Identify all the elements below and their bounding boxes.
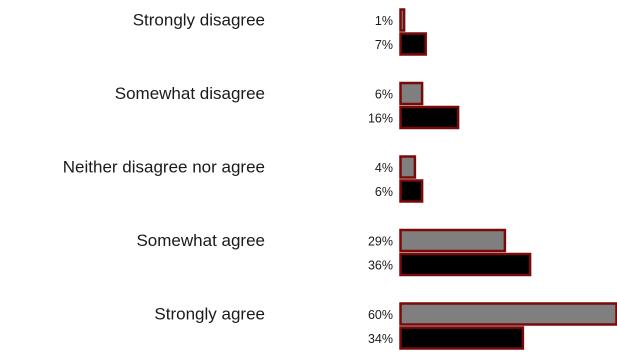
bar <box>399 81 424 106</box>
bar-group: Somewhat disagree 6% 16% <box>115 81 460 130</box>
category-label: Somewhat agree <box>136 231 265 250</box>
bar <box>399 155 417 179</box>
bar-group: Somewhat agree 29% 36% <box>136 228 532 277</box>
value-label: 1% <box>375 14 393 28</box>
bar-group: Strongly agree 60% 34% <box>154 302 617 350</box>
category-label: Neither disagree nor agree <box>63 158 265 177</box>
bar <box>399 228 507 253</box>
category-label: Somewhat disagree <box>115 84 265 103</box>
value-label: 16% <box>368 112 393 126</box>
value-label: 4% <box>375 161 393 175</box>
value-label: 6% <box>375 185 393 199</box>
bar <box>399 105 460 130</box>
value-label: 7% <box>375 38 393 52</box>
bar-group: Strongly disagree 1% 7% <box>133 8 427 56</box>
bar-group: Neither disagree nor agree 4% 6% <box>63 155 424 203</box>
bar <box>399 252 532 277</box>
category-label: Strongly disagree <box>133 11 265 30</box>
bar <box>399 302 617 326</box>
bar <box>399 8 406 32</box>
value-label: 34% <box>368 332 393 346</box>
value-label: 60% <box>368 308 393 322</box>
value-label: 36% <box>368 259 393 273</box>
bar <box>399 179 424 203</box>
bar <box>399 326 525 350</box>
value-label: 6% <box>375 88 393 102</box>
bar <box>399 32 427 56</box>
category-label: Strongly agree <box>154 305 265 324</box>
value-label: 29% <box>368 235 393 249</box>
